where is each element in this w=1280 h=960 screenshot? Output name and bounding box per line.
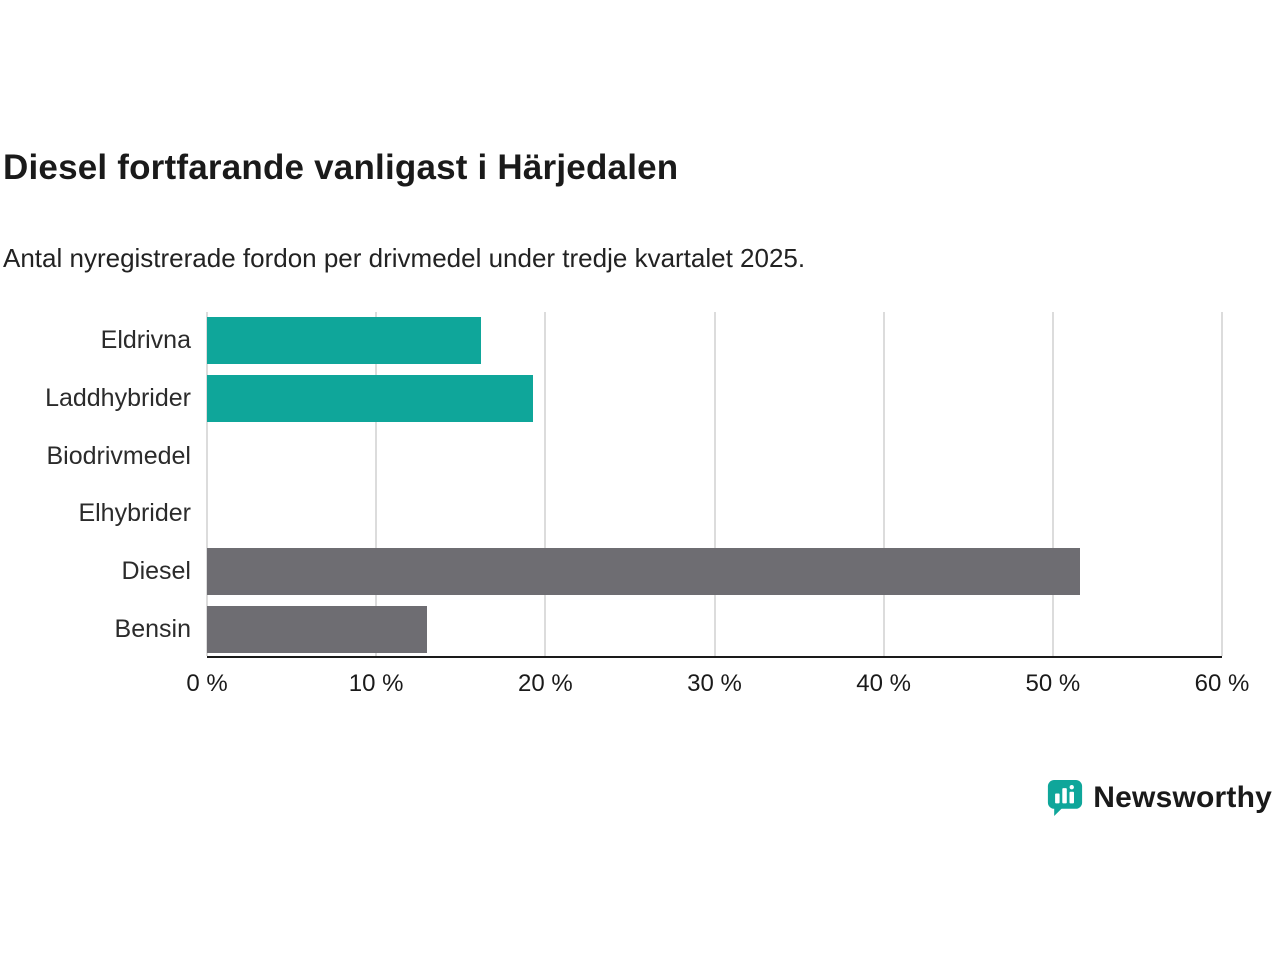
newsworthy-logo-icon — [1047, 779, 1083, 817]
gridline — [882, 312, 885, 656]
plot-area: 0 % 10 % 20 % 30 % 40 % 50 % 60 % — [186, 312, 1249, 697]
x-tick-label: 10 % — [348, 670, 404, 697]
x-tick-label: 60 % — [1194, 670, 1250, 697]
gridline — [713, 312, 716, 656]
category-label-diesel: Diesel — [121, 556, 191, 585]
x-tick-label: 40 % — [856, 670, 912, 697]
gridline — [544, 312, 547, 656]
category-label-biodrivmedel: Biodrivmedel — [46, 441, 191, 470]
gridline — [375, 312, 378, 656]
category-label-eldrivna: Eldrivna — [100, 326, 191, 355]
page-title: Diesel fortfarande vanligast i Härjedale… — [3, 148, 679, 187]
bar-eldrivna — [207, 317, 482, 365]
bar-chart: Eldrivna Laddhybrider Biodrivmedel Elhybrid… — [0, 312, 1249, 697]
x-tick-label: 50 % — [1025, 670, 1081, 697]
x-tick-label: 0 % — [186, 670, 228, 697]
bar-diesel — [207, 548, 1080, 595]
x-tick-label: 20 % — [517, 670, 573, 697]
category-label-bensin: Bensin — [114, 614, 191, 643]
gridline — [1221, 312, 1223, 656]
category-labels: Eldrivna Laddhybrider Biodrivmedel Elhybrid… — [0, 312, 191, 658]
branding: Newsworthy — [1047, 779, 1272, 817]
category-label-laddhybrider: Laddhybrider — [45, 383, 191, 412]
gridline — [206, 312, 208, 656]
category-label-elhybrider: Elhybrider — [78, 499, 191, 528]
gridline — [1051, 312, 1054, 656]
x-tick-label: 30 % — [687, 670, 742, 697]
newsworthy-wordmark: Newsworthy — [1093, 781, 1272, 814]
page-subtitle: Antal nyregistrerade fordon per drivmede… — [3, 243, 806, 273]
bar-bensin — [207, 605, 427, 653]
bar-laddhybrider — [207, 375, 534, 422]
